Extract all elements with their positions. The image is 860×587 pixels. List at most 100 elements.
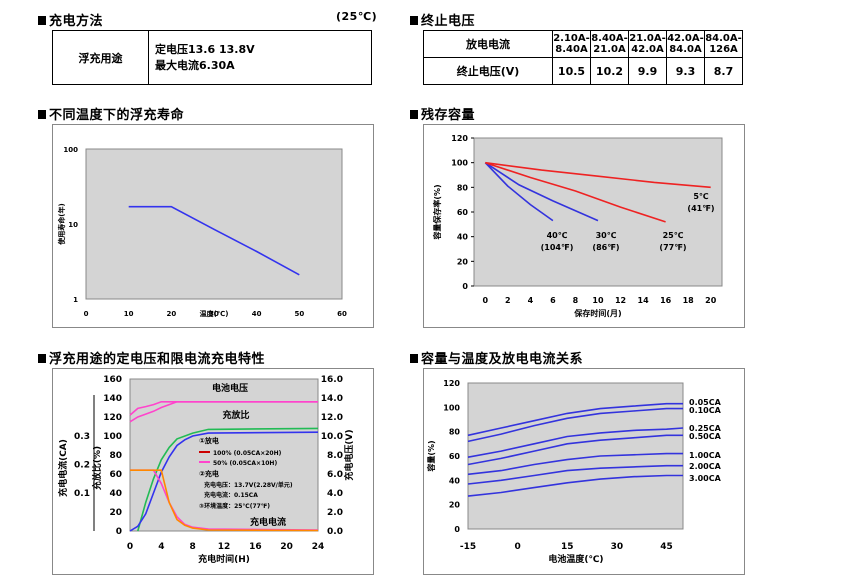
- x-tick-label: 20: [280, 542, 293, 552]
- series-annotation: (41℉): [687, 204, 714, 213]
- ev-bottom: 8.40A: [555, 44, 588, 55]
- legend-text: 充电电流：0.15CA: [204, 491, 258, 499]
- charge-spec-cell: 定电压13.6 13.8V 最大电流6.30A: [148, 30, 372, 85]
- bullet-square-icon: [410, 16, 418, 25]
- series-line: [130, 469, 319, 531]
- series-annotation: (86℉): [592, 243, 619, 252]
- section-title: 容量与温度及放电电流关系: [421, 352, 584, 367]
- end-voltage-table: 放电电流 2.10A- 8.40A 8.40A- 21.0A 21.0A- 42.0A…: [423, 30, 743, 85]
- legend-text: ②充电: [199, 469, 219, 478]
- ev-value: 10.5: [552, 57, 591, 85]
- x-tick-label: 16: [249, 542, 262, 552]
- legend-text: 100% (0.05CA×20H): [213, 450, 282, 457]
- x-axis-label: 保存时间(月): [573, 308, 621, 318]
- right-tick-label: 12.0: [321, 413, 343, 423]
- ev-bottom: 42.0A: [631, 44, 664, 55]
- y-tick-label: 100: [443, 403, 460, 412]
- charge-current: 最大电流6.30A: [155, 58, 235, 72]
- x-tick-label: 8: [190, 542, 196, 552]
- y-tick-label: 60: [457, 208, 469, 217]
- series-annotation: (104℉): [541, 243, 574, 252]
- series-label: 2.00CA: [689, 462, 722, 471]
- y-tick-label: 60: [449, 452, 461, 461]
- right-tick-label: 14.0: [321, 394, 343, 404]
- x-tick-label: 18: [683, 296, 695, 305]
- right-tick-label: 10.0: [321, 432, 343, 442]
- y-tick-label: 40: [449, 476, 461, 485]
- left-tick-label: 80: [109, 451, 122, 461]
- charge-voltage: 定电压13.6 13.8V: [155, 42, 255, 56]
- series-line: [467, 452, 683, 476]
- series-label: 1.00CA: [689, 451, 722, 460]
- series-line: [467, 474, 683, 497]
- ev-value: 9.9: [628, 57, 667, 85]
- ev-bottom: 21.0A: [593, 44, 626, 55]
- legend-text: ①放电: [199, 436, 219, 445]
- x-tick-label: 40: [252, 310, 262, 318]
- x-tick-label: 45: [660, 542, 673, 552]
- ev-top: 2.10A-: [553, 33, 590, 44]
- series-label: 0.10CA: [689, 406, 722, 415]
- x-tick-label: 16: [660, 296, 672, 305]
- section-title: 充电方法: [49, 14, 104, 29]
- y-tick-label: 100: [451, 159, 468, 168]
- y-tick-label: 120: [451, 134, 468, 143]
- y-axis-label: 使用寿命(年): [57, 203, 66, 245]
- left-tick-label: 160: [103, 375, 122, 385]
- x-tick-label: 20: [705, 296, 717, 305]
- y-tick-label: 10: [68, 221, 78, 229]
- section-end-voltage: 终止电压: [410, 10, 475, 29]
- right-tick-label: 8.0: [327, 451, 343, 461]
- right-tick-label: 0.0: [327, 527, 343, 537]
- series-annotation: 电池电压: [212, 382, 248, 394]
- section-capacity-temp: 容量与温度及放电电流关系: [410, 348, 583, 367]
- series-annotation: (77℉): [659, 243, 686, 252]
- right-tick-label: 6.0: [327, 470, 343, 480]
- ev-bottom: 84.0A: [669, 44, 702, 55]
- bullet-square-icon: [38, 354, 46, 363]
- left-tick-label: 40: [109, 489, 122, 499]
- legend-text: ③环境温度：25℃(77℉): [199, 502, 270, 510]
- y-axis-label: 容量保存率(%): [432, 184, 442, 240]
- series-line: [485, 161, 666, 223]
- plot-area: [85, 148, 343, 300]
- plot-area: [129, 378, 319, 532]
- series-line: [129, 400, 318, 416]
- x-tick-label: 2: [505, 296, 511, 305]
- series-line: [467, 427, 684, 458]
- x-tick-label: -15: [460, 542, 476, 552]
- left-tick-label: 20: [109, 508, 122, 518]
- y-tick-label: 40: [457, 233, 469, 242]
- y-tick-label: 1: [73, 296, 78, 304]
- left-tick-label: 60: [109, 470, 122, 480]
- ev-col-1: 8.40A- 21.0A: [590, 30, 629, 58]
- series-line: [467, 464, 683, 485]
- y-tick-label: 0: [454, 525, 460, 534]
- section-title: 浮充用途的定电压和限电流充电特性: [49, 352, 266, 367]
- y-tick-label: 20: [457, 257, 469, 266]
- x-tick-label: 10: [592, 296, 604, 305]
- y-axis-label: 容量(%): [426, 440, 436, 472]
- x-tick-label: 14: [638, 296, 650, 305]
- series-label: 0.05CA: [689, 398, 722, 407]
- series-line: [485, 161, 711, 189]
- x-axis-label: 温度(℃): [200, 309, 229, 318]
- x-tick-label: 4: [528, 296, 534, 305]
- ev-col-2: 21.0A- 42.0A: [628, 30, 667, 58]
- section-charging-temp: (25℃): [336, 10, 378, 23]
- charge-method-table: 浮充用途 定电压13.6 13.8V 最大电流6.30A: [52, 30, 372, 85]
- series-annotation: 25℃: [663, 231, 684, 240]
- series-label: 0.50CA: [689, 432, 722, 441]
- series-line: [484, 162, 554, 222]
- x-tick-label: 30: [209, 310, 219, 318]
- ev-value: 10.2: [590, 57, 629, 85]
- series-line: [130, 469, 319, 532]
- section-float-life: 不同温度下的浮充寿命: [38, 104, 184, 123]
- bullet-square-icon: [38, 110, 46, 119]
- x-axis-label: 电池温度(℃): [548, 553, 603, 565]
- x-tick-label: 30: [611, 542, 624, 552]
- series-annotation: 充电电流: [250, 516, 286, 528]
- x-tick-label: 20: [166, 310, 176, 318]
- x-tick-label: 4: [158, 542, 164, 552]
